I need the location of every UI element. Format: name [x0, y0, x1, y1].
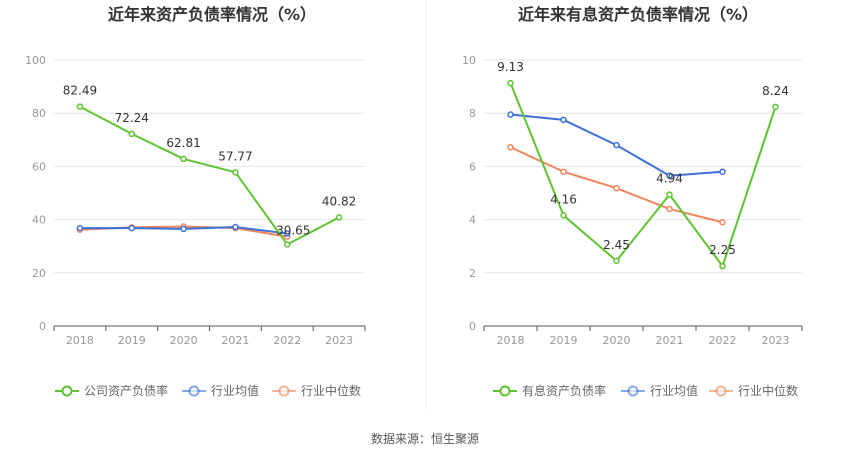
data-point [613, 257, 620, 265]
data-label: 82.49 [63, 84, 97, 98]
series-line [509, 82, 777, 269]
asset-liability-ratio-chart: 近年来资产负债率情况（%） 0 20 40 60 80 100 2018 2019 2020 20… [25, 5, 366, 398]
y-tick-label: 8 [469, 107, 476, 120]
legend-item[interactable]: 行业均值 [182, 383, 259, 398]
data-point [666, 191, 673, 198]
data-label: 57.77 [218, 149, 252, 163]
data-point [772, 103, 779, 111]
y-tick-label: 80 [32, 107, 46, 120]
data-point [507, 111, 514, 118]
legend-label: 行业均值 [650, 383, 698, 398]
legend-swatch-marker [61, 385, 73, 397]
x-tick-label: 2019 [550, 334, 578, 347]
y-tick-label: 60 [32, 160, 46, 173]
data-point [560, 212, 567, 219]
chart-title: 近年来资产负债率情况（%） [108, 5, 316, 24]
series-line [79, 105, 340, 246]
data-point [507, 79, 514, 87]
data-point [719, 219, 726, 226]
data-label: 72.24 [115, 111, 149, 125]
legend-item[interactable]: 公司资产负债率 [55, 383, 168, 398]
legend-item[interactable]: 行业均值 [621, 383, 698, 398]
legend-label: 公司资产负债率 [84, 383, 168, 398]
data-point [507, 143, 514, 151]
legend-swatch-marker [278, 385, 290, 397]
data-label: 9.13 [497, 60, 524, 74]
legend-swatch-marker [627, 385, 639, 397]
data-label: 30.65 [276, 223, 310, 237]
data-label: 2.45 [603, 238, 630, 252]
data-point [128, 130, 135, 138]
y-tick-label: 100 [25, 54, 46, 67]
y-tick-label: 2 [469, 267, 476, 280]
x-tick-label: 2023 [762, 334, 790, 347]
data-point [613, 141, 620, 149]
interest-bearing-ratio-chart: 近年来有息资产负债率情况（%） 0 2 4 6 8 10 2018 2019 2020 2021 2… [462, 5, 803, 398]
data-point [76, 224, 84, 232]
x-tick-label: 2021 [221, 334, 249, 347]
data-point [232, 169, 239, 176]
data-label: 2.25 [709, 243, 736, 257]
y-tick-label: 6 [469, 160, 476, 173]
data-point [76, 103, 84, 110]
data-label: 4.94 [656, 172, 683, 186]
data-point [128, 224, 135, 232]
x-tick-label: 2022 [273, 334, 301, 347]
data-point [284, 230, 291, 237]
data-label: 8.24 [762, 84, 789, 98]
x-tick-label: 2020 [170, 334, 198, 347]
x-tick-label: 2019 [118, 334, 146, 347]
data-label: 62.81 [166, 136, 200, 150]
data-point [560, 116, 567, 124]
legend-swatch-marker [188, 385, 200, 397]
data-point [284, 241, 291, 248]
legend-label: 行业中位数 [301, 383, 361, 398]
data-point [719, 262, 726, 270]
data-point [613, 184, 620, 192]
data-point [560, 168, 567, 175]
data-label: 40.82 [322, 194, 356, 208]
data-point [666, 205, 673, 213]
y-tick-label: 10 [462, 54, 476, 67]
source-note: 数据来源：恒生聚源 [371, 431, 479, 446]
y-tick-label: 20 [32, 267, 46, 280]
legend-swatch-marker [499, 385, 511, 397]
legend-label: 行业中位数 [738, 383, 798, 398]
y-tick-label: 0 [39, 320, 46, 333]
legend-label: 行业均值 [211, 383, 259, 398]
series-line [510, 146, 723, 224]
data-point [719, 168, 726, 175]
y-tick-label: 0 [469, 320, 476, 333]
x-tick-label: 2021 [656, 334, 684, 347]
data-point [180, 225, 187, 233]
x-tick-label: 2018 [66, 334, 94, 347]
y-tick-label: 40 [32, 214, 46, 227]
legend-label: 有息资产负债率 [522, 383, 606, 398]
x-tick-label: 2023 [325, 334, 353, 347]
x-tick-label: 2020 [603, 334, 631, 347]
legend-item[interactable]: 行业中位数 [709, 383, 798, 398]
x-tick-label: 2022 [709, 334, 737, 347]
data-point [232, 223, 239, 231]
legend-item[interactable]: 行业中位数 [272, 383, 361, 398]
chart-title: 近年来有息资产负债率情况（%） [518, 5, 758, 24]
data-point [335, 214, 343, 221]
legend-swatch-marker [715, 385, 727, 397]
x-tick-label: 2018 [497, 334, 525, 347]
data-label: 4.16 [550, 192, 577, 206]
data-point [666, 172, 673, 179]
y-tick-label: 4 [469, 214, 476, 227]
legend-item[interactable]: 有息资产负债率 [493, 383, 606, 398]
data-point [180, 155, 187, 163]
